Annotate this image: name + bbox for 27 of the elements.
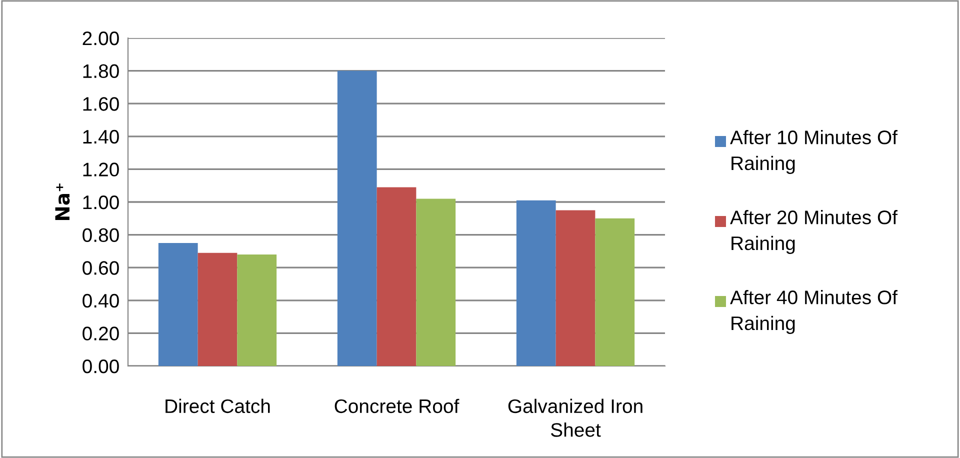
y-tick-label: 0.60 (82, 261, 119, 275)
legend-label: After 20 Minutes Of Raining (730, 210, 898, 254)
bar (595, 218, 635, 366)
bar (376, 187, 416, 366)
y-tick-label: 1.40 (83, 130, 119, 144)
bar (158, 243, 198, 366)
y-tick-label: 0.00 (82, 359, 119, 374)
x-tick-label: Concrete Roof (334, 398, 460, 414)
x-tick-label: Galvanized Iron Sheet (508, 398, 642, 437)
y-tick-label: 1.80 (83, 64, 119, 78)
x-tick-label: Direct Catch (166, 398, 270, 414)
y-tick-label: 0.80 (82, 228, 119, 242)
y-tick-label: 2.00 (82, 31, 119, 46)
bar (516, 200, 556, 366)
y-axis-title: Na⁺ (55, 183, 70, 220)
legend-label: After 10 Minutes Of Raining (730, 130, 898, 174)
bar (237, 254, 277, 366)
legend-label: After 40 Minutes Of Raining (730, 290, 898, 334)
bar (198, 252, 238, 366)
bar (416, 198, 456, 366)
y-tick-label: 1.20 (83, 162, 119, 176)
y-tick-label: 1.60 (83, 97, 119, 111)
y-tick-label: 0.20 (82, 326, 119, 340)
bar (337, 70, 377, 366)
bar (556, 210, 596, 366)
y-tick-label: 0.40 (82, 294, 119, 308)
y-tick-label: 1.00 (83, 195, 119, 210)
